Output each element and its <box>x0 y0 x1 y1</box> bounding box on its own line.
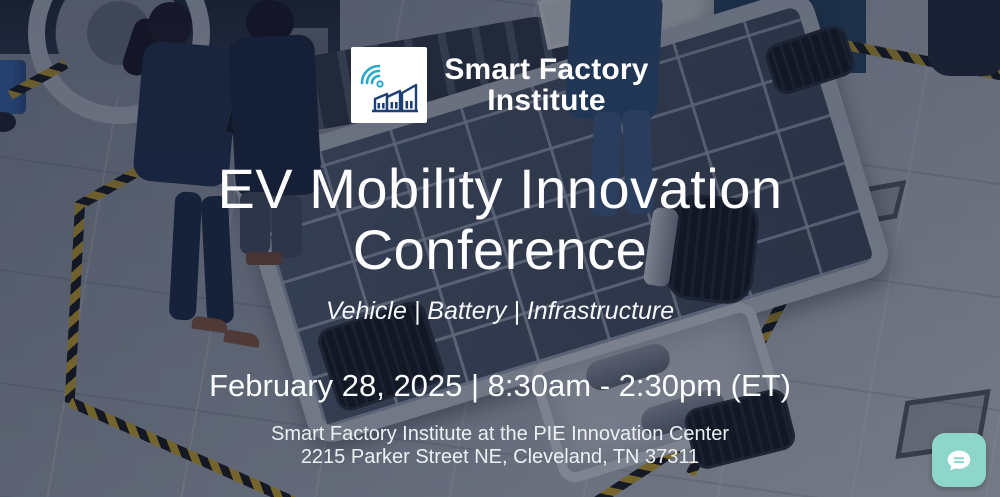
event-datetime: February 28, 2025 | 8:30am - 2:30pm (ET) <box>209 368 791 403</box>
event-title-line1: EV Mobility Innovation <box>217 157 783 220</box>
brand-logo: Smart Factory Institute <box>0 47 1000 123</box>
chat-bubble-icon <box>947 450 971 471</box>
brand-name-line2: Institute <box>487 84 606 117</box>
brand-name: Smart Factory Institute <box>444 54 648 116</box>
brand-name-line1: Smart Factory <box>444 53 649 86</box>
event-tracks: Vehicle | Battery | Infrastructure <box>325 297 675 325</box>
event-title-line2: Conference <box>352 218 648 281</box>
factory-wifi-icon <box>351 47 428 123</box>
chat-widget-button[interactable] <box>932 433 986 487</box>
venue-address: 2215 Parker Street NE, Cleveland, TN 373… <box>300 446 700 468</box>
venue-name: Smart Factory Institute at the PIE Innov… <box>271 423 729 445</box>
event-title: EV Mobility Innovation Conference <box>0 158 1000 280</box>
event-venue: Smart Factory Institute at the PIE Innov… <box>0 423 1000 469</box>
